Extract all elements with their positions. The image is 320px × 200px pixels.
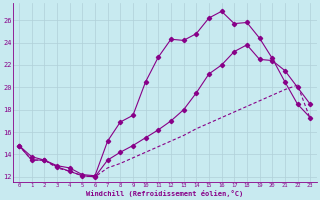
X-axis label: Windchill (Refroidissement éolien,°C): Windchill (Refroidissement éolien,°C) (86, 190, 243, 197)
